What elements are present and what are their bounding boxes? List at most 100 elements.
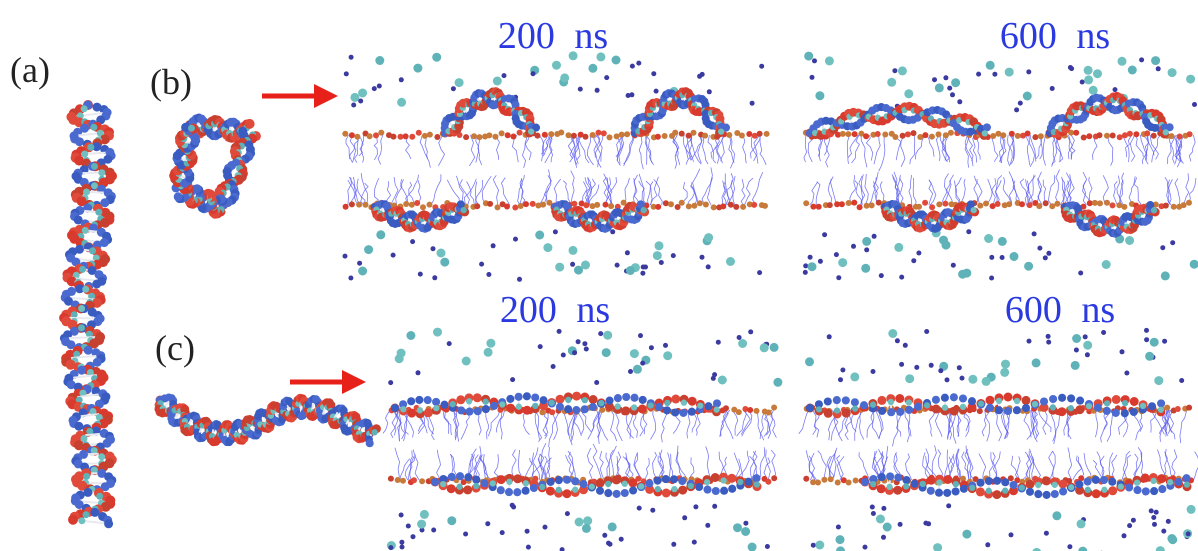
lipid-tail [545, 457, 552, 481]
atom [1031, 400, 1039, 408]
atom [628, 478, 638, 488]
atom [958, 394, 968, 403]
lipid-tail [653, 179, 663, 206]
atom [1021, 395, 1031, 405]
headgroup [826, 202, 833, 209]
atom [638, 483, 645, 490]
ion [1093, 69, 1102, 79]
atom [1157, 406, 1165, 413]
headgroup [549, 409, 556, 416]
lipid-tail [625, 452, 634, 481]
ion [572, 350, 578, 356]
headgroup [942, 132, 949, 139]
atom [522, 405, 532, 415]
lipid-tail [1067, 447, 1073, 481]
ion [824, 56, 834, 66]
ion [524, 528, 530, 534]
ion [826, 334, 832, 340]
atom [440, 400, 449, 409]
lipid-tail [519, 174, 525, 206]
ion [950, 262, 956, 268]
atom [1182, 474, 1191, 483]
headgroup [763, 130, 770, 137]
atom [555, 486, 562, 494]
headgroup [529, 200, 536, 207]
headgroup [565, 132, 572, 139]
ion [717, 375, 727, 385]
ion [815, 91, 825, 101]
atom [89, 247, 96, 255]
ion [1160, 245, 1166, 251]
ion [629, 63, 635, 69]
headgroup [577, 131, 584, 138]
lipid-tail [347, 177, 352, 206]
lipid-tail [759, 134, 767, 165]
atom [81, 150, 89, 158]
ion [812, 58, 817, 64]
atom [697, 402, 704, 409]
lipid-tail [493, 454, 499, 481]
atom [78, 517, 86, 525]
lipid-tail [954, 180, 963, 206]
headgroup [935, 131, 942, 138]
lipid-tail [765, 449, 771, 481]
ion [1151, 56, 1161, 66]
lipid-tail [1025, 134, 1036, 167]
atom [1049, 404, 1057, 411]
lipid-tail [1113, 181, 1118, 206]
ion [350, 92, 360, 102]
ion [461, 356, 471, 366]
atom [546, 477, 555, 486]
headgroup [1080, 134, 1087, 141]
lipid-tail [925, 456, 939, 481]
atom [993, 476, 1002, 485]
ion [741, 527, 751, 536]
headgroup [765, 478, 772, 485]
atom [992, 490, 1002, 500]
headgroup [685, 203, 692, 210]
ion [390, 252, 396, 258]
headgroup [510, 133, 517, 140]
lipid-tail [402, 409, 409, 442]
headgroup [922, 132, 929, 139]
time-label: 600 ns [1000, 15, 1110, 57]
atom [1101, 486, 1108, 493]
ion [802, 269, 808, 275]
ion [862, 544, 868, 550]
lipid-tail [456, 175, 464, 206]
ion [989, 275, 995, 281]
lipid-tail [475, 409, 482, 436]
ion [836, 546, 845, 551]
headgroup [1104, 199, 1110, 206]
headgroup [989, 203, 996, 210]
lipid-tail [650, 409, 657, 440]
lipid-tail [992, 451, 1001, 481]
atom [86, 428, 94, 435]
atom [496, 475, 506, 485]
atom [936, 479, 943, 486]
ion [485, 521, 491, 527]
lipid-tail [750, 451, 758, 481]
lipid-tail [1022, 455, 1030, 481]
atom [78, 324, 85, 332]
lipid-tail [897, 175, 904, 206]
headgroup [494, 204, 501, 211]
lipid-tail [1099, 455, 1105, 481]
ion [705, 264, 711, 270]
atom [532, 402, 539, 410]
lipid-tail [815, 181, 821, 205]
headgroup [540, 201, 547, 208]
lipid-tail [1135, 134, 1144, 157]
headgroup [710, 204, 717, 211]
ion [479, 261, 485, 267]
lipid-tail [1030, 134, 1037, 162]
atom [823, 408, 833, 418]
headgroup [583, 202, 590, 209]
lipid-tail [397, 409, 406, 440]
headgroup [1150, 132, 1157, 139]
headgroup [400, 477, 406, 484]
headgroup [471, 133, 477, 140]
atom [539, 483, 546, 491]
atom [173, 192, 183, 202]
lipid-tail [626, 409, 634, 439]
